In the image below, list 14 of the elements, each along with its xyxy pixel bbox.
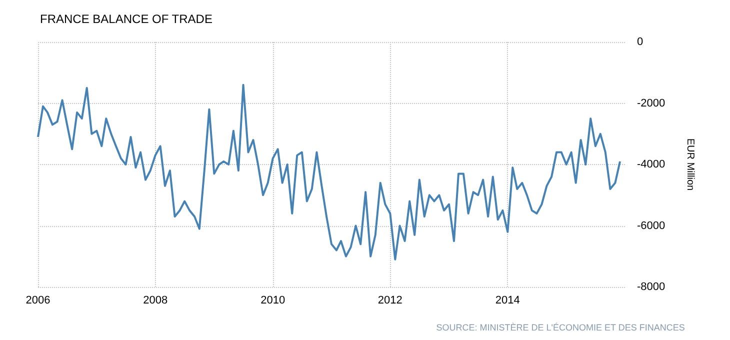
- x-tick-label: 2006: [26, 294, 50, 306]
- source-note: SOURCE: MINISTÈRE DE L'ÉCONOMIE ET DES FINANCES: [436, 322, 685, 332]
- x-tick-label: 2014: [495, 294, 520, 306]
- y-tick-label: -4000: [637, 158, 666, 170]
- x-tick-label: 2008: [143, 294, 168, 306]
- line-series: [37, 84, 622, 260]
- chart-title: FRANCE BALANCE OF TRADE: [40, 12, 212, 26]
- y-tick-label: 0: [637, 36, 644, 48]
- y-axis-title: EUR Million: [684, 138, 696, 191]
- x-tick-label: 2010: [260, 294, 286, 306]
- y-tick-label: -6000: [637, 220, 666, 232]
- y-tick-label: -2000: [637, 97, 666, 110]
- y-tick-label: -8000: [637, 281, 666, 293]
- x-tick-label: 2012: [378, 294, 402, 306]
